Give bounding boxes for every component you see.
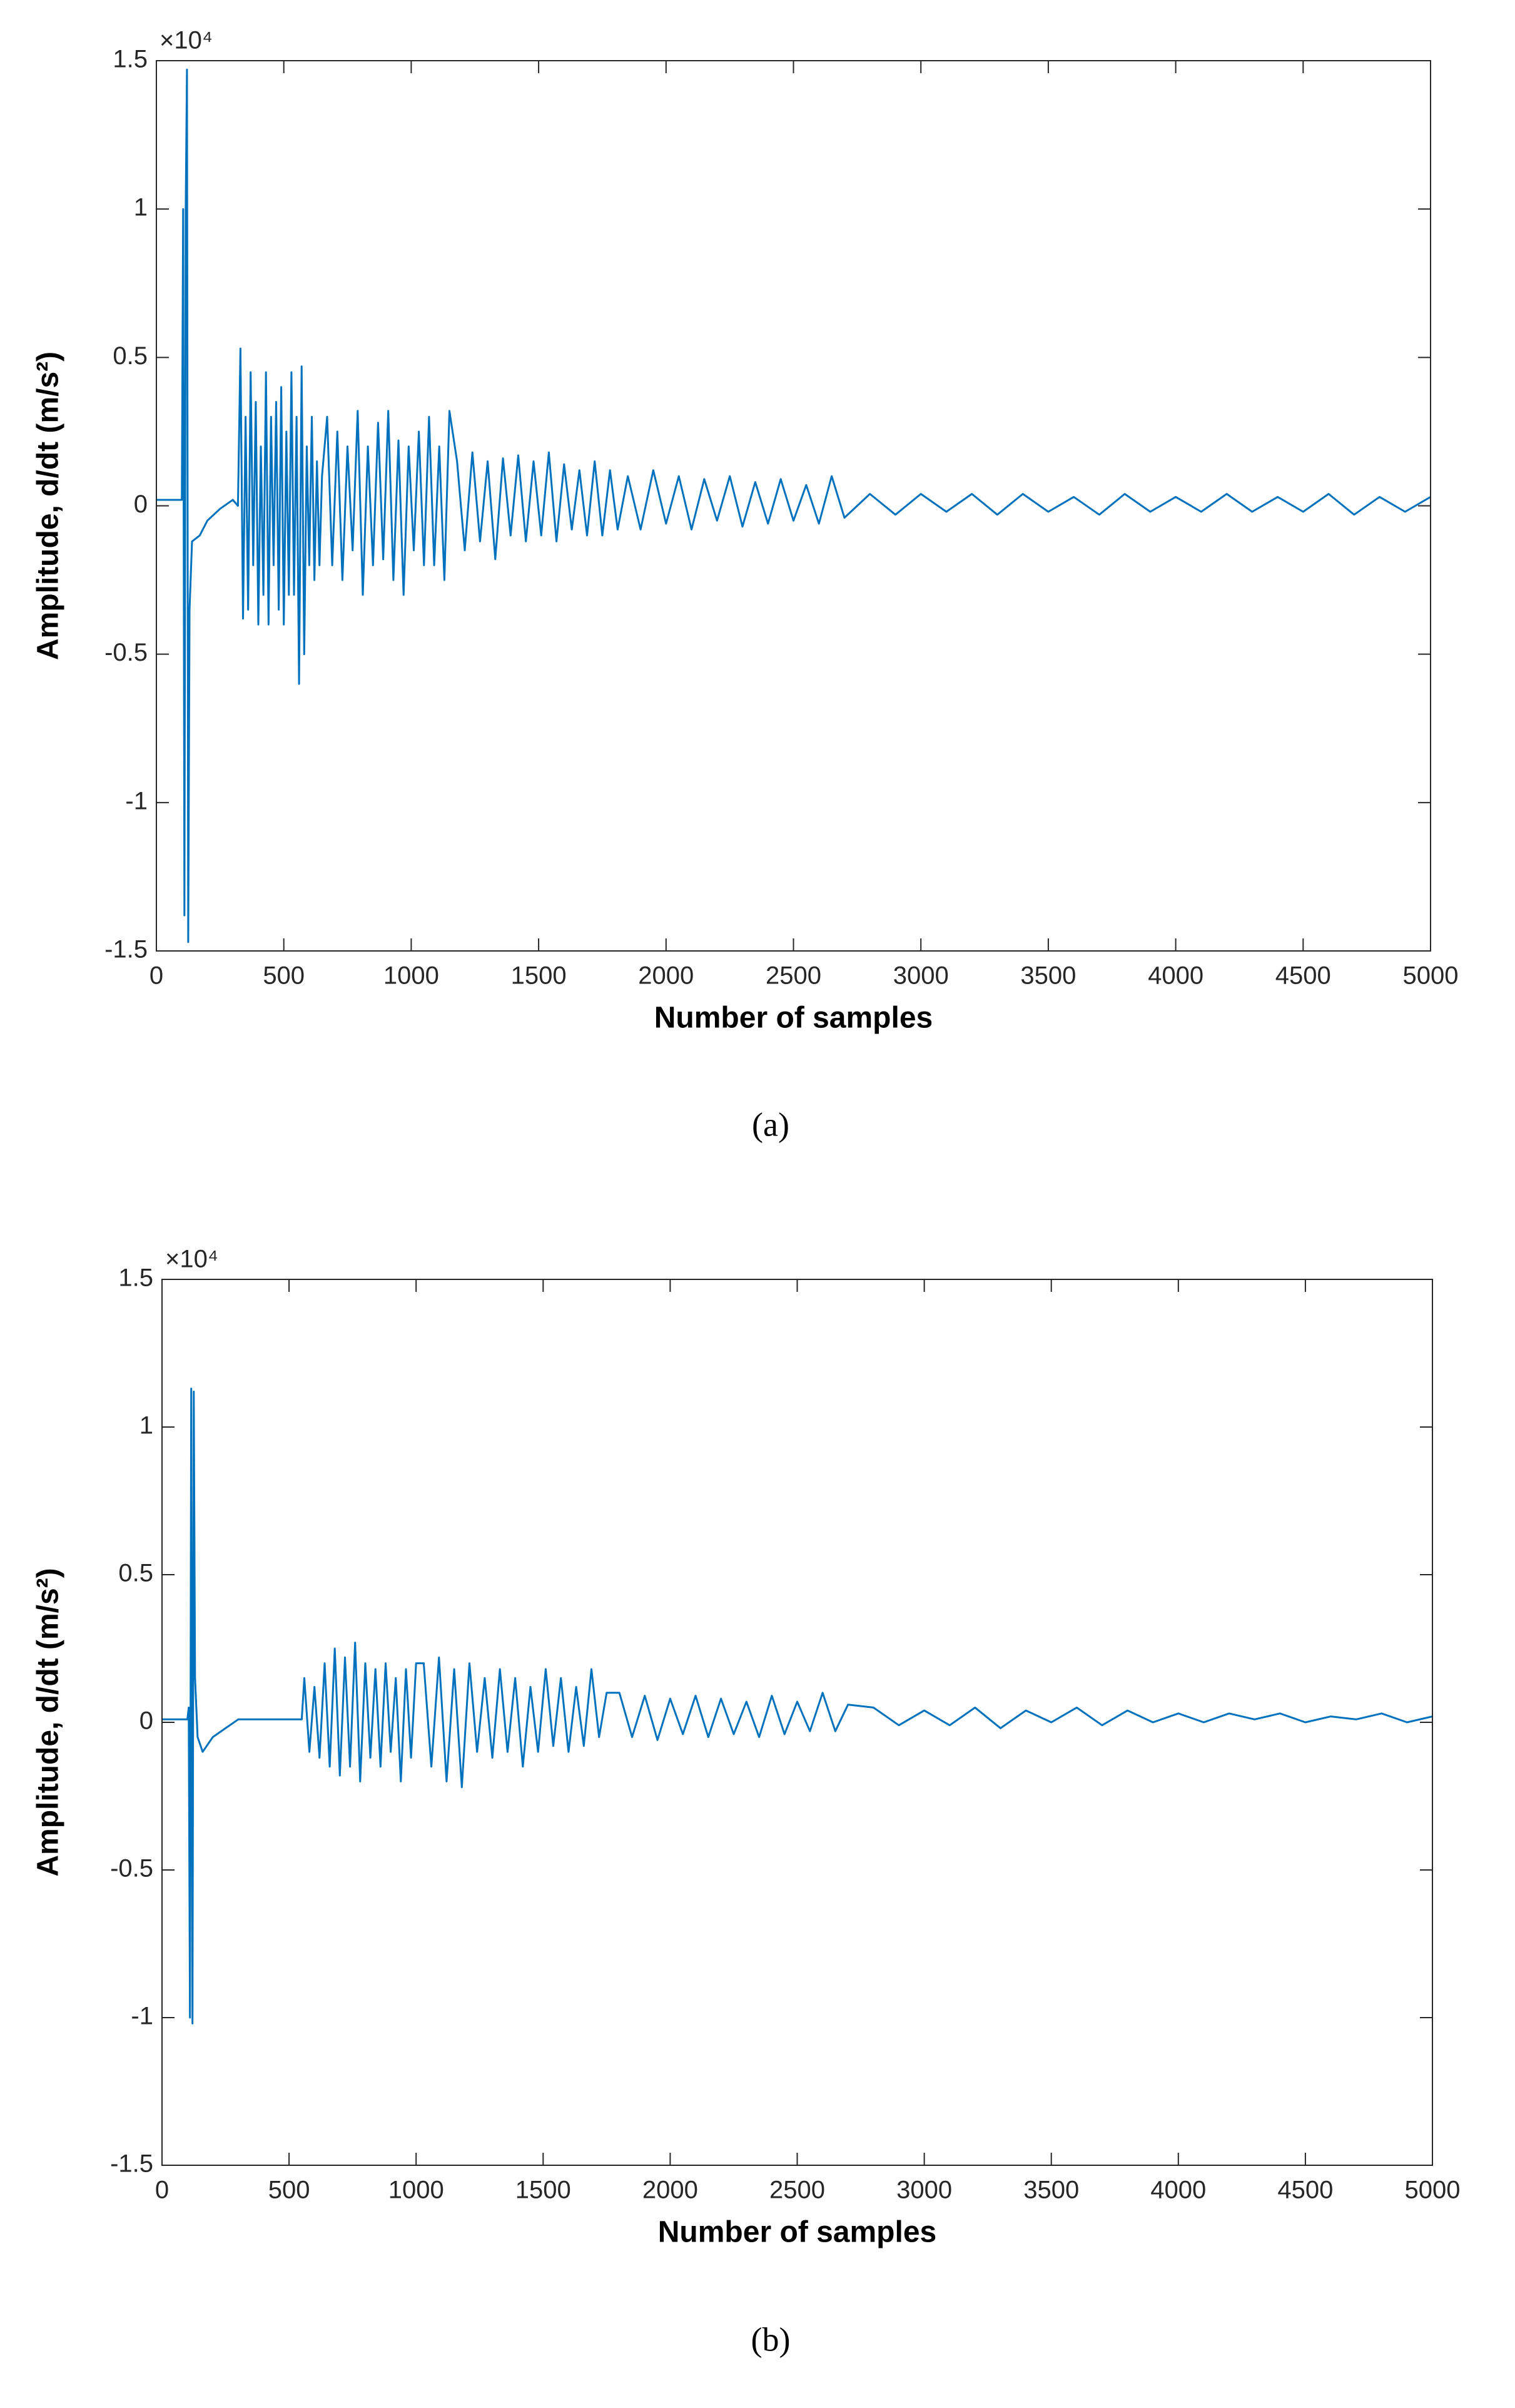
x-tick-label: 0	[155, 2177, 169, 2204]
y-tick-label: 0.5	[118, 1560, 153, 1587]
x-tick-label: 4500	[1275, 962, 1331, 990]
x-tick-label: 1500	[511, 962, 567, 990]
y-tick-label: 1	[134, 194, 148, 221]
chart: -1.5 -1 -0.5 0 0.5 1 1.5 0 500 1000 1500 2000 2500 30…	[32, 27, 1459, 1144]
y-axis-label: Amplitude, d/dt (m/s²)	[32, 352, 65, 660]
x-tick-label: 4000	[1148, 962, 1203, 990]
y-tick-label: -1	[131, 2003, 153, 2030]
axes-box	[161, 1279, 1433, 2166]
x-tick-label: 3500	[1023, 2177, 1079, 2204]
y-tick-label: 1.5	[113, 46, 148, 73]
x-tick-label: 5000	[1405, 2177, 1461, 2204]
chart: -1.5 -1 -0.5 0 0.5 1 1.5 0 500 1000 1500 2000 2500 30…	[32, 1246, 1461, 2359]
y-axis-label: Amplitude, d/dt (m/s²)	[32, 1568, 65, 1876]
y-tick-label: -1.5	[110, 2150, 153, 2178]
y-tick-label: 1	[139, 1412, 153, 1440]
x-tick-label: 2500	[766, 962, 821, 990]
caption: (b)	[751, 2320, 791, 2358]
y-multiplier: ×10⁴	[160, 27, 213, 54]
x-tick-label: 3500	[1020, 962, 1076, 990]
y-multiplier: ×10⁴	[165, 1246, 218, 1273]
x-tick-label: 1000	[383, 962, 439, 990]
x-axis-label: Number of samples	[654, 1002, 933, 1035]
x-tick-label: 3000	[893, 962, 949, 990]
x-tick-label: 2000	[642, 2177, 698, 2204]
x-tick-label: 4000	[1150, 2177, 1206, 2204]
y-tick-label: 0	[134, 490, 148, 518]
plot-area	[162, 1279, 1432, 2165]
x-tick-label: 4500	[1277, 2177, 1333, 2204]
y-tick-label: -0.5	[110, 1855, 153, 1882]
caption: (a)	[752, 1105, 789, 1143]
y-tick-label: -1	[125, 787, 148, 815]
x-tick-label: 500	[268, 2177, 310, 2204]
x-tick-label: 3000	[896, 2177, 952, 2204]
y-tick-label: 1.5	[118, 1264, 153, 1292]
x-tick-label: 2500	[769, 2177, 825, 2204]
x-tick-label: 500	[263, 962, 305, 990]
y-tick-label: -0.5	[104, 639, 148, 666]
x-tick-label: 2000	[638, 962, 694, 990]
x-tick-label: 1500	[515, 2177, 571, 2204]
signal-line	[156, 68, 1431, 943]
x-tick-label: 1000	[388, 2177, 444, 2204]
x-axis-label: Number of samples	[658, 2216, 936, 2249]
y-tick-label: -1.5	[104, 936, 148, 963]
x-tick-label: 5000	[1403, 962, 1459, 990]
plot-area	[156, 61, 1431, 951]
y-tick-label: 0.5	[113, 342, 148, 370]
y-tick-label: 0	[139, 1707, 153, 1735]
axes-box	[156, 60, 1431, 952]
signal-line	[162, 1388, 1433, 2024]
x-tick-label: 0	[149, 962, 163, 990]
